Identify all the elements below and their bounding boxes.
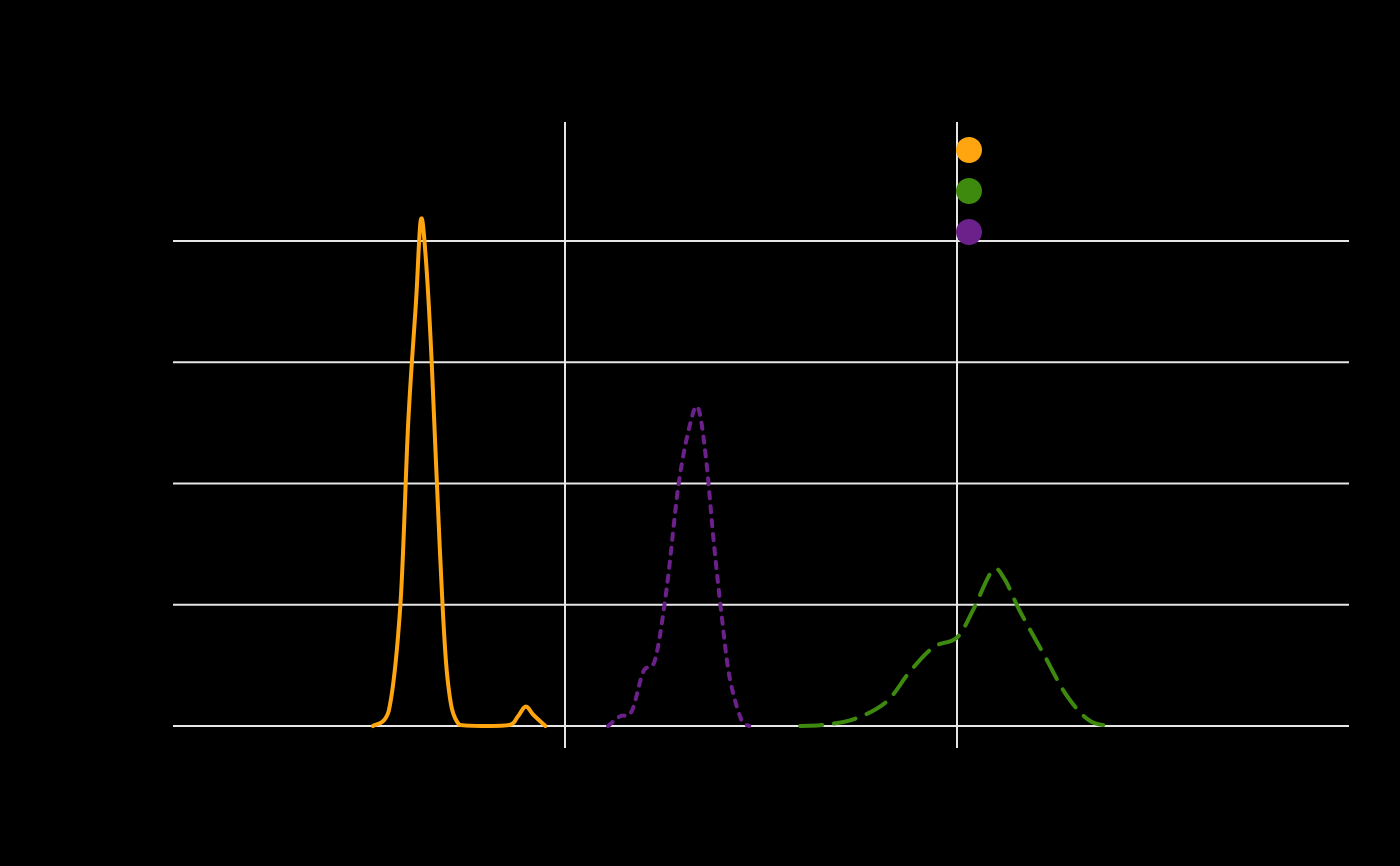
legend-marker-1 bbox=[956, 178, 982, 204]
x-tick-label-1: 0.5 bbox=[942, 758, 973, 783]
series-line-1 bbox=[798, 566, 1116, 728]
legend-marker-2 bbox=[956, 219, 982, 245]
series-line-0 bbox=[370, 216, 548, 728]
y-tick-label-0: 0 bbox=[149, 713, 161, 738]
y-tick-label-4: 0.04 bbox=[118, 228, 161, 253]
legend-marker-0 bbox=[956, 137, 982, 163]
series-line-2 bbox=[606, 404, 752, 728]
legend bbox=[956, 137, 982, 245]
x-tick-label-0: 0 bbox=[559, 758, 571, 783]
tick-labels: 0 0.01 0.02 0.03 0.04 0 0.5 bbox=[118, 228, 972, 783]
grid-lines bbox=[173, 122, 1349, 748]
y-tick-label-2: 0.02 bbox=[118, 471, 161, 496]
series-lines bbox=[370, 216, 1116, 728]
y-tick-label-3: 0.03 bbox=[118, 349, 161, 374]
y-tick-label-1: 0.01 bbox=[118, 592, 161, 617]
